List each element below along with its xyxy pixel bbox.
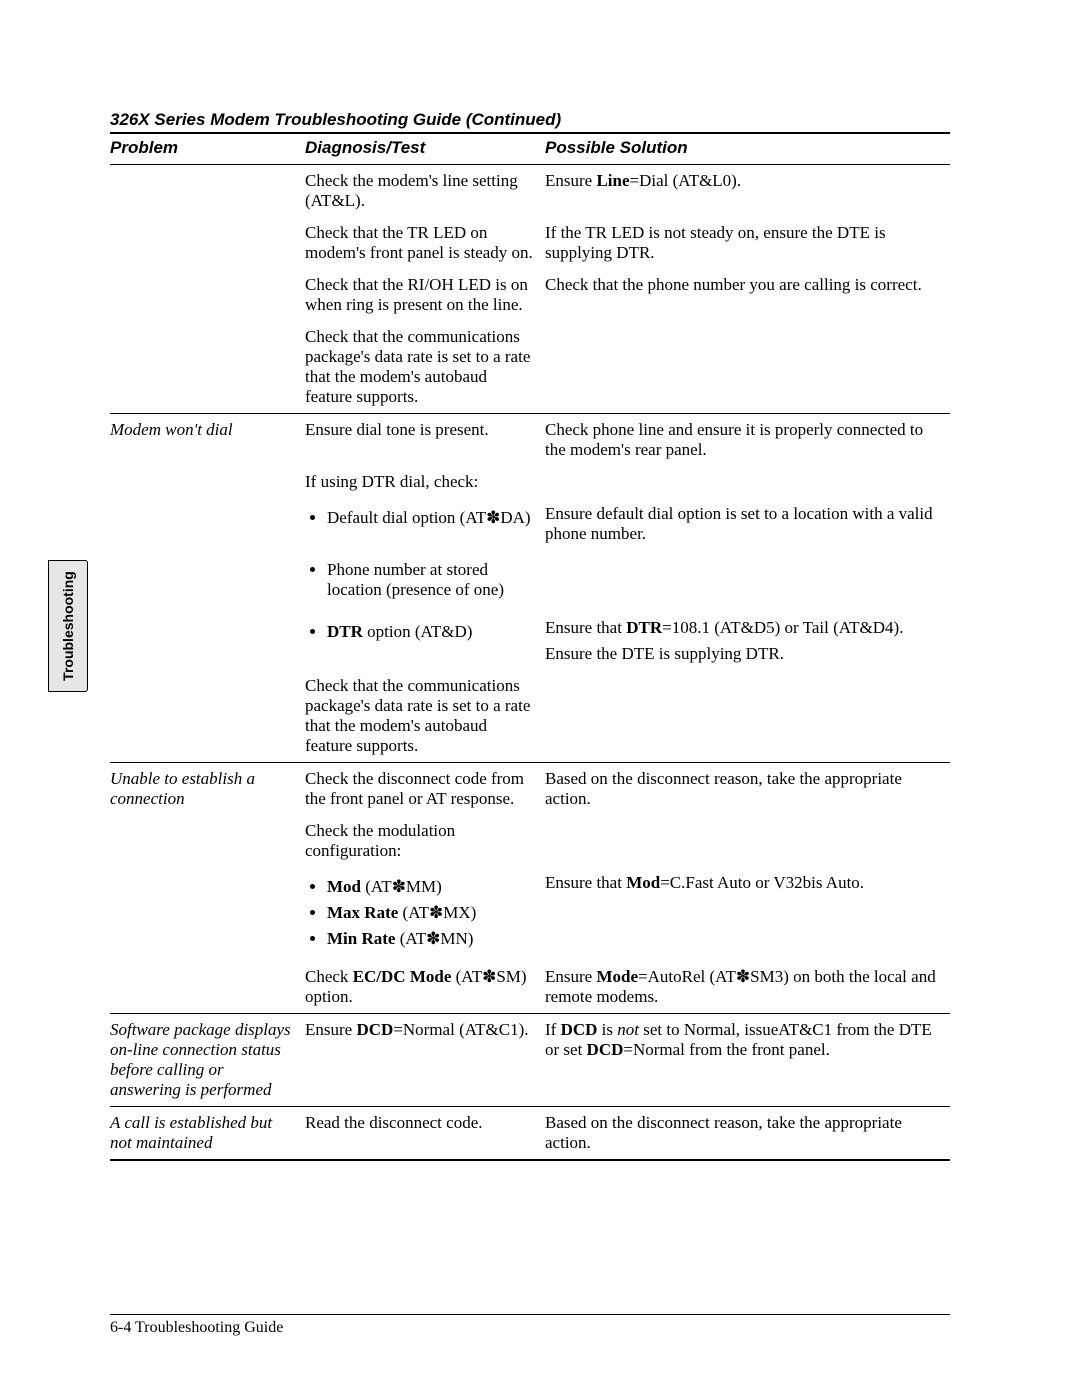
sol-cell: Ensure Line=Dial (AT&L0). — [545, 165, 950, 218]
table-row: Check that the TR LED on modem's front p… — [110, 217, 950, 269]
page-footer: 6-4 Troubleshooting Guide — [110, 1314, 950, 1337]
diag-cell: DTR option (AT&D) — [305, 612, 545, 670]
table-row: Check the modem's line setting (AT&L). E… — [110, 165, 950, 218]
diag-cell: Check the modulation configuration: — [305, 815, 545, 867]
diag-cell: If using DTR dial, check: — [305, 466, 545, 498]
table-row: Mod (AT✽MM) Max Rate (AT✽MX) Min Rate (A… — [110, 867, 950, 961]
diag-cell: Check that the communications package's … — [305, 670, 545, 763]
page-content: 326X Series Modem Troubleshooting Guide … — [0, 0, 1080, 1221]
sol-cell: Ensure that Mod=C.Fast Auto or V32bis Au… — [545, 867, 950, 961]
table-row: Check that the communications package's … — [110, 670, 950, 763]
table-row: DTR option (AT&D) Ensure that DTR=108.1 … — [110, 612, 950, 670]
table-row: Check EC/DC Mode (AT✽SM) option. Ensure … — [110, 961, 950, 1014]
table-title: 326X Series Modem Troubleshooting Guide … — [110, 110, 950, 130]
table-row: Check that the communications package's … — [110, 321, 950, 414]
header-diagnosis: Diagnosis/Test — [305, 133, 545, 165]
table-row: Software package displays on-line connec… — [110, 1014, 950, 1107]
problem-cell: Unable to establish a connection — [110, 763, 305, 816]
table-row: Check that the RI/OH LED is on when ring… — [110, 269, 950, 321]
sol-cell: Ensure Mode=AutoRel (AT✽SM3) on both the… — [545, 961, 950, 1014]
troubleshooting-table: Problem Diagnosis/Test Possible Solution… — [110, 132, 950, 1161]
diag-cell: Ensure dial tone is present. — [305, 414, 545, 467]
diag-cell: Ensure DCD=Normal (AT&C1). — [305, 1014, 545, 1107]
sol-cell: Based on the disconnect reason, take the… — [545, 763, 950, 816]
sol-cell: Based on the disconnect reason, take the… — [545, 1107, 950, 1161]
table-row: If using DTR dial, check: — [110, 466, 950, 498]
diag-cell: Read the disconnect code. — [305, 1107, 545, 1161]
table-row: Default dial option (AT✽DA) Ensure defau… — [110, 498, 950, 550]
diag-cell: Check EC/DC Mode (AT✽SM) option. — [305, 961, 545, 1014]
sol-cell: If DCD is not set to Normal, issueAT&C1 … — [545, 1014, 950, 1107]
diag-cell: Check the disconnect code from the front… — [305, 763, 545, 816]
header-row: Problem Diagnosis/Test Possible Solution — [110, 133, 950, 165]
diag-cell: Check the modem's line setting (AT&L). — [305, 165, 545, 218]
sol-cell: If the TR LED is not steady on, ensure t… — [545, 217, 950, 269]
diag-cell: Check that the RI/OH LED is on when ring… — [305, 269, 545, 321]
problem-cell: Software package displays on-line connec… — [110, 1014, 305, 1107]
problem-cell: A call is established but not maintained — [110, 1107, 305, 1161]
table-row: Unable to establish a connection Check t… — [110, 763, 950, 816]
sol-cell: Check phone line and ensure it is proper… — [545, 414, 950, 467]
table-row: Phone number at stored location (presenc… — [110, 550, 950, 612]
side-tab-label: Troubleshooting — [60, 571, 76, 681]
side-tab: Troubleshooting — [48, 560, 88, 692]
sol-cell: Ensure that DTR=108.1 (AT&D5) or Tail (A… — [545, 612, 950, 670]
diag-cell: Mod (AT✽MM) Max Rate (AT✽MX) Min Rate (A… — [305, 867, 545, 961]
diag-cell: Default dial option (AT✽DA) — [305, 498, 545, 550]
diag-cell: Check that the communications package's … — [305, 321, 545, 414]
problem-cell: Modem won't dial — [110, 414, 305, 467]
header-solution: Possible Solution — [545, 133, 950, 165]
table-row: A call is established but not maintained… — [110, 1107, 950, 1161]
table-row: Modem won't dial Ensure dial tone is pre… — [110, 414, 950, 467]
sol-cell: Check that the phone number you are call… — [545, 269, 950, 321]
diag-cell: Phone number at stored location (presenc… — [305, 550, 545, 612]
sol-cell: Ensure default dial option is set to a l… — [545, 498, 950, 550]
header-problem: Problem — [110, 133, 305, 165]
diag-cell: Check that the TR LED on modem's front p… — [305, 217, 545, 269]
table-row: Check the modulation configuration: — [110, 815, 950, 867]
